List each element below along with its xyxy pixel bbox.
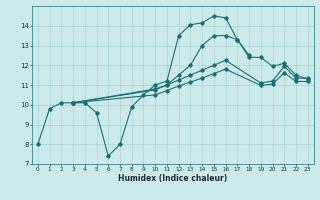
X-axis label: Humidex (Indice chaleur): Humidex (Indice chaleur): [118, 174, 228, 183]
